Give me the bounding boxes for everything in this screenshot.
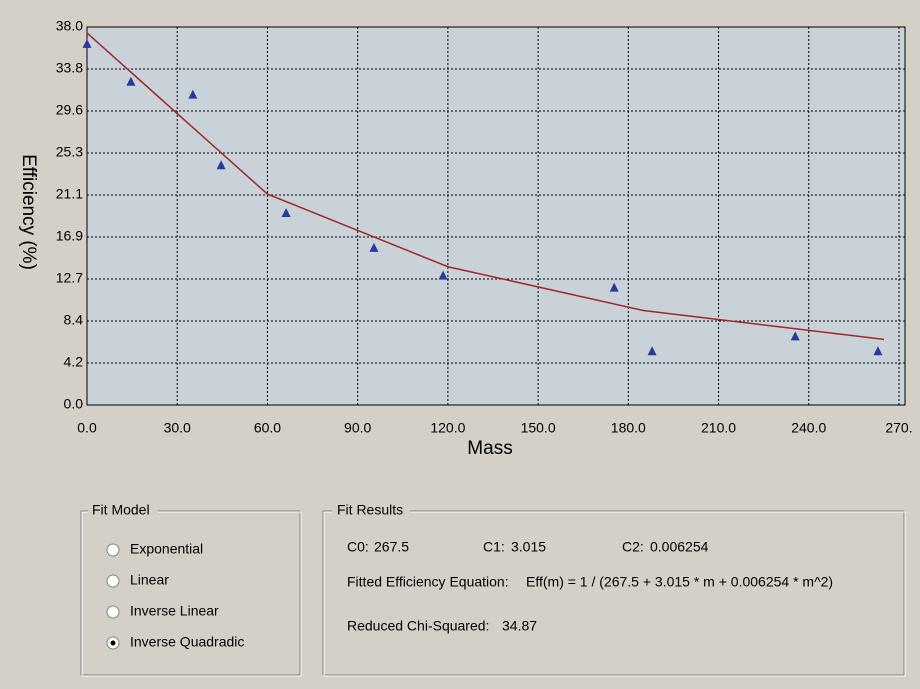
group-box-highlight (81, 511, 302, 677)
value: 0.006254 (650, 539, 709, 555)
radio-button[interactable] (106, 543, 120, 557)
x-axis-title: Mass (467, 438, 512, 459)
data-point (369, 242, 379, 252)
x-tick-label: 270. (885, 420, 912, 436)
y-axis-title: Efficiency (%) (18, 154, 39, 270)
group-title: Fit Results (337, 502, 403, 518)
radio-label[interactable]: Inverse Linear (130, 603, 219, 619)
data-point (216, 160, 226, 170)
plot-border (86, 26, 906, 406)
data-point (82, 38, 92, 48)
data-point (873, 346, 883, 356)
x-tick-label: 60.0 (254, 420, 281, 436)
y-tick-label: 12.7 (56, 270, 83, 286)
radio-button[interactable] (106, 574, 120, 588)
group-title: Fit Model (92, 502, 150, 518)
label: C2: (622, 539, 644, 555)
y-tick-label: 21.1 (56, 186, 83, 202)
plot-area (86, 26, 906, 406)
x-tick-label: 210.0 (701, 420, 736, 436)
group-box (80, 510, 301, 676)
data-point (438, 270, 448, 280)
y-tick-label: 38.0 (56, 18, 83, 34)
group-box (322, 510, 905, 676)
radio-label[interactable]: Linear (130, 572, 169, 588)
group-title-bg (332, 502, 410, 520)
y-tick-label: 0.0 (64, 396, 84, 412)
x-tick-label: 30.0 (164, 420, 191, 436)
y-tick-label: 8.4 (64, 312, 84, 328)
x-tick-label: 180.0 (611, 420, 646, 436)
x-tick-label: 90.0 (344, 420, 371, 436)
x-tick-label: 0.0 (77, 420, 97, 436)
y-tick-label: 4.2 (64, 354, 84, 370)
data-point (790, 331, 800, 341)
x-tick-label: 240.0 (791, 420, 826, 436)
group-title-bg (88, 502, 158, 520)
label: Fitted Efficiency Equation: (347, 574, 509, 590)
y-tick-label: 16.9 (56, 228, 83, 244)
data-point (188, 89, 198, 99)
group-box-highlight (323, 511, 906, 677)
radio-label[interactable]: Exponential (130, 541, 203, 557)
radio-label[interactable]: Inverse Quadradic (130, 634, 244, 650)
label: C1: (483, 539, 505, 555)
radio-dot (110, 640, 116, 646)
data-point (126, 76, 136, 86)
data-point (609, 282, 619, 292)
value: 267.5 (374, 539, 409, 555)
y-tick-label: 25.3 (56, 144, 83, 160)
data-point (281, 208, 291, 218)
radio-button[interactable] (106, 605, 120, 619)
value: 34.87 (502, 618, 537, 634)
x-tick-label: 150.0 (521, 420, 556, 436)
equation: Eff(m) = 1 / (267.5 + 3.015 * m + 0.0062… (526, 574, 833, 590)
x-tick-label: 120.0 (430, 420, 465, 436)
value: 3.015 (511, 539, 546, 555)
fit-line (86, 32, 885, 341)
label: C0: (347, 539, 369, 555)
y-tick-label: 29.6 (56, 102, 83, 118)
data-point (647, 346, 657, 356)
label: Reduced Chi-Squared: (347, 618, 489, 634)
y-tick-label: 33.8 (56, 60, 83, 76)
